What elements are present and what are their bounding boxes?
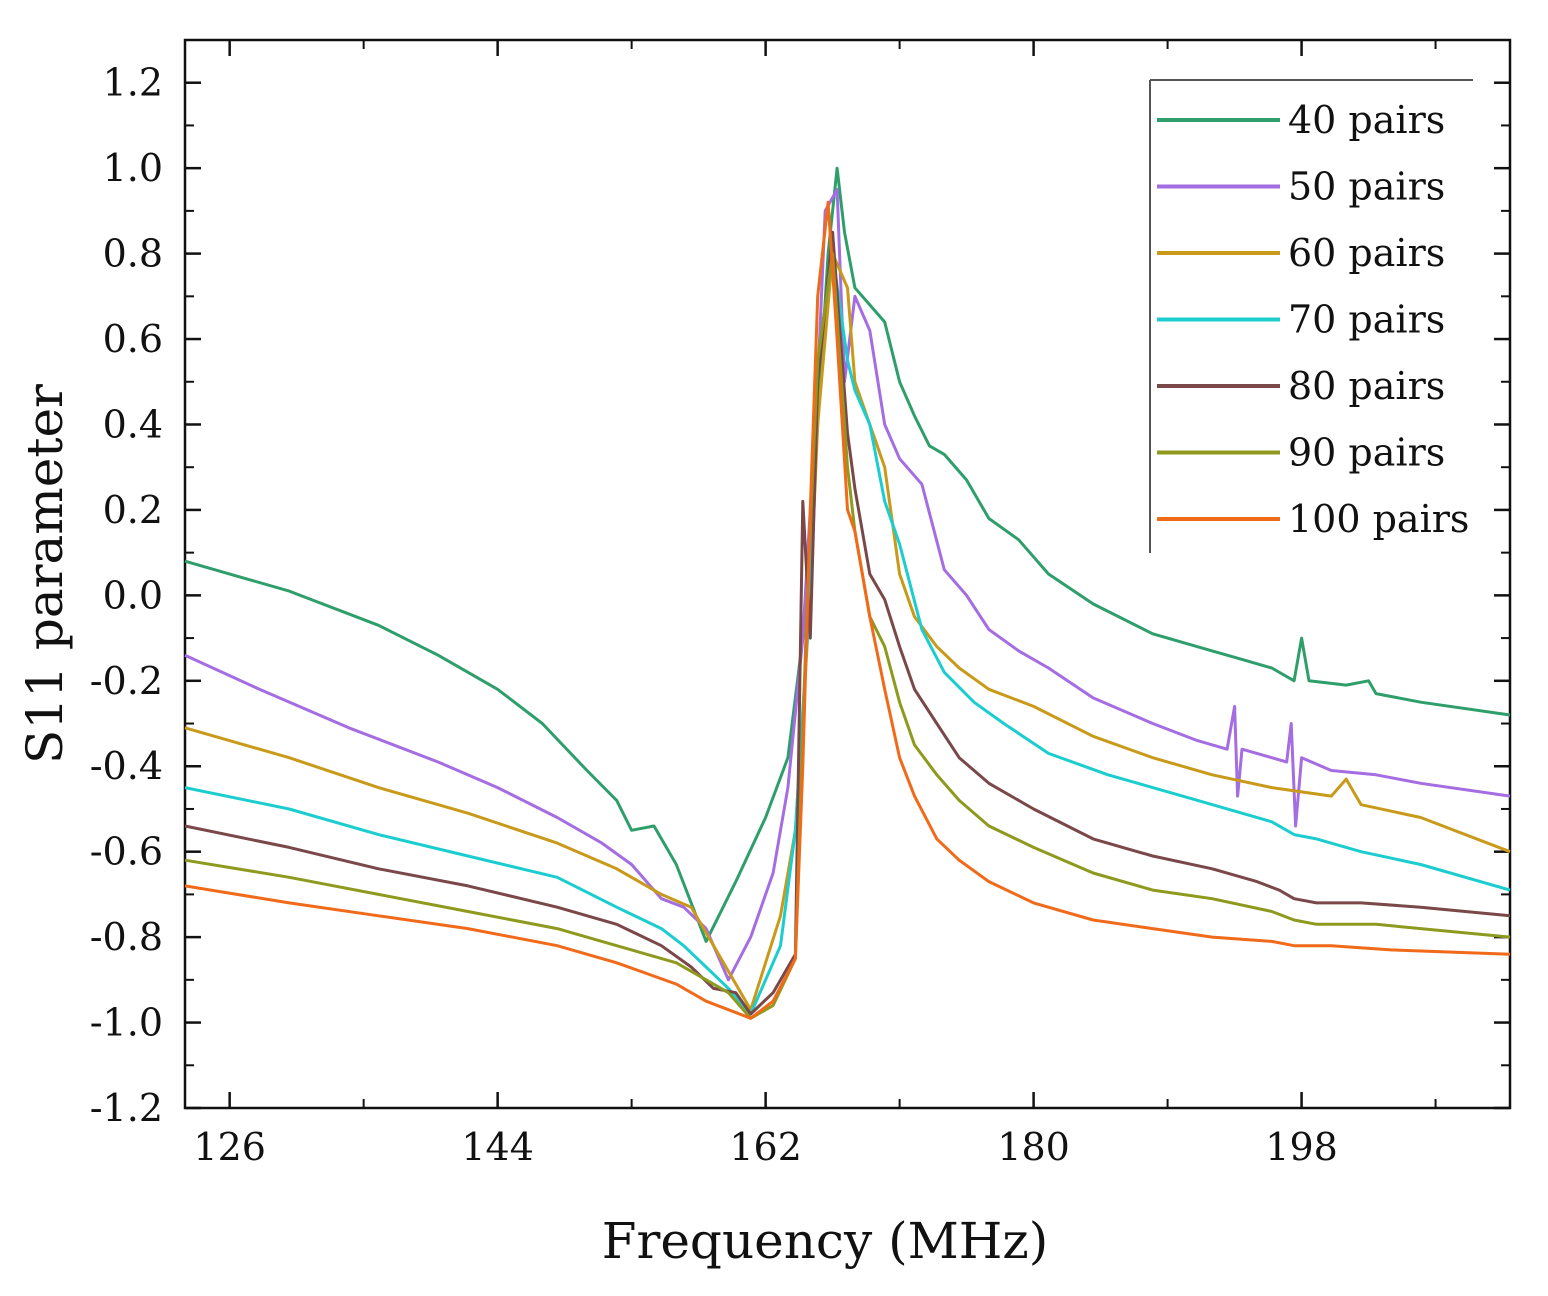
y-tick-label: -1.0 — [90, 1001, 163, 1045]
x-tick-label: 126 — [193, 1125, 266, 1169]
y-tick-label: -0.6 — [90, 830, 163, 874]
legend-label: 50 pairs — [1288, 165, 1445, 209]
series-line-60-pairs — [184, 252, 1511, 1012]
series-line-40-pairs — [184, 166, 1511, 943]
y-tick-label: 1.0 — [103, 146, 163, 190]
legend-label: 80 pairs — [1288, 364, 1445, 408]
x-tick-label: 162 — [729, 1125, 802, 1169]
series-line-50-pairs — [184, 188, 1511, 982]
series-line-100-pairs — [184, 200, 1511, 1020]
series-line-70-pairs — [184, 252, 1511, 1016]
legend: 40 pairs 50 pairs 60 pairs 70 pairs 80 pairs… — [1149, 79, 1473, 553]
x-tick-label: 198 — [1265, 1125, 1338, 1169]
legend-label: 60 pairs — [1288, 231, 1445, 275]
legend-label: 40 pairs — [1288, 98, 1445, 142]
series-line-80-pairs — [184, 230, 1511, 1016]
y-tick-label: -0.8 — [90, 915, 163, 959]
y-tick-label: 1.2 — [103, 61, 163, 105]
x-axis-title: Frequency (MHz) — [602, 1212, 1048, 1270]
x-tick-label: 144 — [461, 1125, 534, 1169]
legend-label: 70 pairs — [1288, 298, 1445, 342]
y-tick-label: 0.8 — [103, 232, 163, 276]
axis-ticks: 126 144 162 180 198 -1.2 -1.0 -0.8 -0.6 -0.4 -0.2 0… — [90, 40, 1510, 1169]
legend-label: 90 pairs — [1288, 431, 1445, 475]
y-tick-label: 0.6 — [103, 317, 163, 361]
y-tick-label: 0.2 — [103, 488, 163, 532]
y-tick-label: -0.4 — [90, 744, 163, 788]
y-tick-label: 0.0 — [103, 573, 163, 617]
plot-frame — [183, 38, 1512, 1110]
y-tick-label: -1.2 — [90, 1086, 163, 1130]
series-lines — [184, 166, 1511, 1020]
y-axis-title: S11 parameter — [16, 384, 74, 764]
y-tick-label: 0.4 — [103, 402, 163, 446]
x-tick-label: 180 — [997, 1125, 1070, 1169]
y-tick-label: -0.2 — [90, 659, 163, 703]
legend-label: 100 pairs — [1288, 497, 1469, 541]
